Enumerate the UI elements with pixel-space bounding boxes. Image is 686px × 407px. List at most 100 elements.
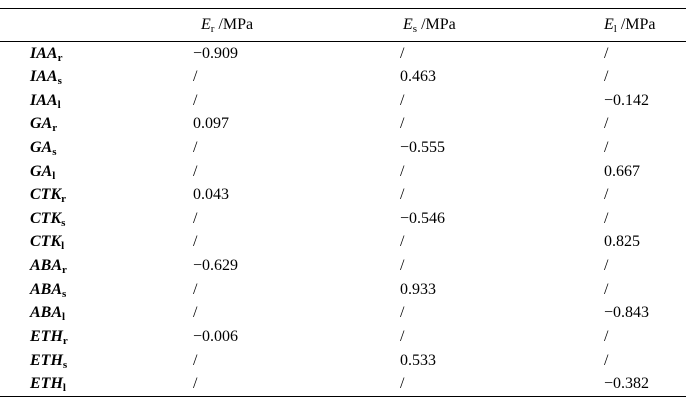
row-label: ETHs: [0, 349, 193, 373]
row-label: ABAr: [0, 254, 193, 278]
cell-el: 0.667: [604, 162, 640, 180]
table-row: IAAr −0.909 / /: [0, 42, 686, 66]
hormone-subscript: s: [52, 145, 57, 158]
row-label: ETHl: [0, 372, 193, 396]
hormone-name: GA: [30, 115, 53, 133]
col-symbol: E: [604, 16, 614, 33]
cell-er: /: [193, 91, 198, 109]
hormone-name: ETH: [30, 351, 63, 369]
cell-er: /: [193, 162, 198, 180]
cell-es: /: [400, 162, 405, 180]
cell-er: /: [193, 280, 198, 298]
table-row: IAAl / / −0.142: [0, 89, 686, 113]
hormone-name: GA: [30, 138, 53, 156]
hormone-name: ABA: [30, 257, 63, 275]
col-unit: /MPa: [616, 16, 656, 33]
hormone-subscript: s: [62, 358, 68, 371]
cell-el: −0.382: [604, 375, 650, 393]
cell-es: /: [400, 375, 405, 393]
hormone-name: IAA: [30, 67, 58, 85]
hormone-subscript: r: [61, 193, 67, 206]
row-label: IAAs: [0, 65, 193, 89]
cell-el: /: [604, 138, 609, 156]
cell-es: /: [400, 233, 405, 251]
hormone-subscript: l: [61, 240, 65, 253]
cell-el: /: [604, 115, 609, 133]
cell-el: −0.843: [604, 304, 650, 322]
table-row: GAs / −0.555 /: [0, 136, 686, 160]
hormone-subscript: l: [57, 98, 61, 111]
table-row: ETHs / 0.533 /: [0, 349, 686, 373]
table-row: IAAs / 0.463 /: [0, 65, 686, 89]
header-row: Er /MPa Es /MPa El /MPa: [0, 8, 686, 42]
hormone-subscript: r: [62, 264, 67, 277]
row-label: ABAs: [0, 278, 193, 302]
hormone-subscript: l: [62, 382, 66, 395]
column-header-el: El /MPa: [604, 8, 686, 42]
col-subscript: r: [210, 23, 215, 35]
cell-er: /: [193, 233, 198, 251]
table-row: GAl / / 0.667: [0, 160, 686, 184]
hormone-name: ABA: [30, 280, 63, 298]
cell-es: /: [400, 91, 405, 109]
cell-el: /: [604, 328, 609, 345]
cell-er: /: [193, 209, 198, 227]
hormone-subscript: r: [52, 122, 58, 135]
col-subscript: l: [613, 23, 617, 35]
hormone-subscript: r: [62, 335, 68, 347]
cell-es: /: [400, 304, 405, 322]
cell-el: /: [604, 280, 609, 298]
hormone-subscript: s: [61, 216, 66, 229]
cell-er: −0.909: [193, 44, 239, 62]
hormone-subscript: l: [62, 311, 66, 324]
row-label: ETHr: [0, 325, 193, 349]
table-row: ABAs / 0.933 /: [0, 278, 686, 302]
col-subscript: s: [412, 23, 418, 35]
hormone-name: CTK: [30, 233, 62, 251]
hormone-name: CTK: [30, 186, 62, 204]
elastic-modulus-correlation-table: Er /MPa Es /MPa El /MPa IAAr −0.909 / / …: [0, 8, 686, 397]
cell-el: /: [604, 351, 609, 369]
column-header-er: Er /MPa: [193, 8, 400, 42]
hormone-name: IAA: [30, 91, 58, 109]
table-row: GAr 0.097 / /: [0, 112, 686, 136]
cell-el: 0.825: [604, 233, 640, 251]
cell-es: /: [400, 257, 405, 275]
cell-el: /: [604, 67, 609, 85]
cell-es: /: [400, 186, 405, 204]
row-label: GAl: [0, 160, 193, 184]
hormone-name: ETH: [30, 375, 63, 393]
row-label: ABAl: [0, 302, 193, 326]
cell-es: /: [400, 44, 405, 62]
table-row: ETHl / / −0.382: [0, 372, 686, 396]
cell-er: /: [193, 67, 198, 85]
hormone-subscript: r: [57, 51, 63, 64]
cell-es: /: [400, 115, 405, 133]
column-header-es: Es /MPa: [400, 8, 604, 42]
table-row: CTKs / −0.546 /: [0, 207, 686, 231]
hormone-subscript: s: [62, 287, 67, 300]
cell-er: /: [193, 351, 198, 369]
hormone-name: ABA: [30, 304, 63, 322]
cell-er: −0.629: [193, 257, 239, 275]
table-body: IAAr −0.909 / / IAAs / 0.463 / IAAl / / …: [0, 42, 686, 397]
row-label: GAr: [0, 112, 193, 136]
cell-es: −0.555: [400, 138, 446, 156]
col-symbol: E: [403, 16, 413, 33]
row-label: CTKr: [0, 183, 193, 207]
cell-es: 0.463: [400, 67, 436, 85]
hormone-name: CTK: [30, 209, 62, 227]
table-row: ABAl / / −0.843: [0, 302, 686, 326]
cell-el: /: [604, 257, 609, 275]
table-row: CTKr 0.043 / /: [0, 183, 686, 207]
table-row: ABAr −0.629 / /: [0, 254, 686, 278]
cell-er: 0.043: [193, 186, 229, 204]
hormone-name: ETH: [30, 328, 63, 345]
row-label: CTKl: [0, 231, 193, 255]
table-row: ETHr −0.006 / /: [0, 325, 686, 349]
hormone-subscript: l: [52, 169, 56, 182]
cell-er: 0.097: [193, 115, 229, 133]
cell-es: −0.546: [400, 209, 446, 227]
hormone-name: IAA: [30, 44, 58, 62]
